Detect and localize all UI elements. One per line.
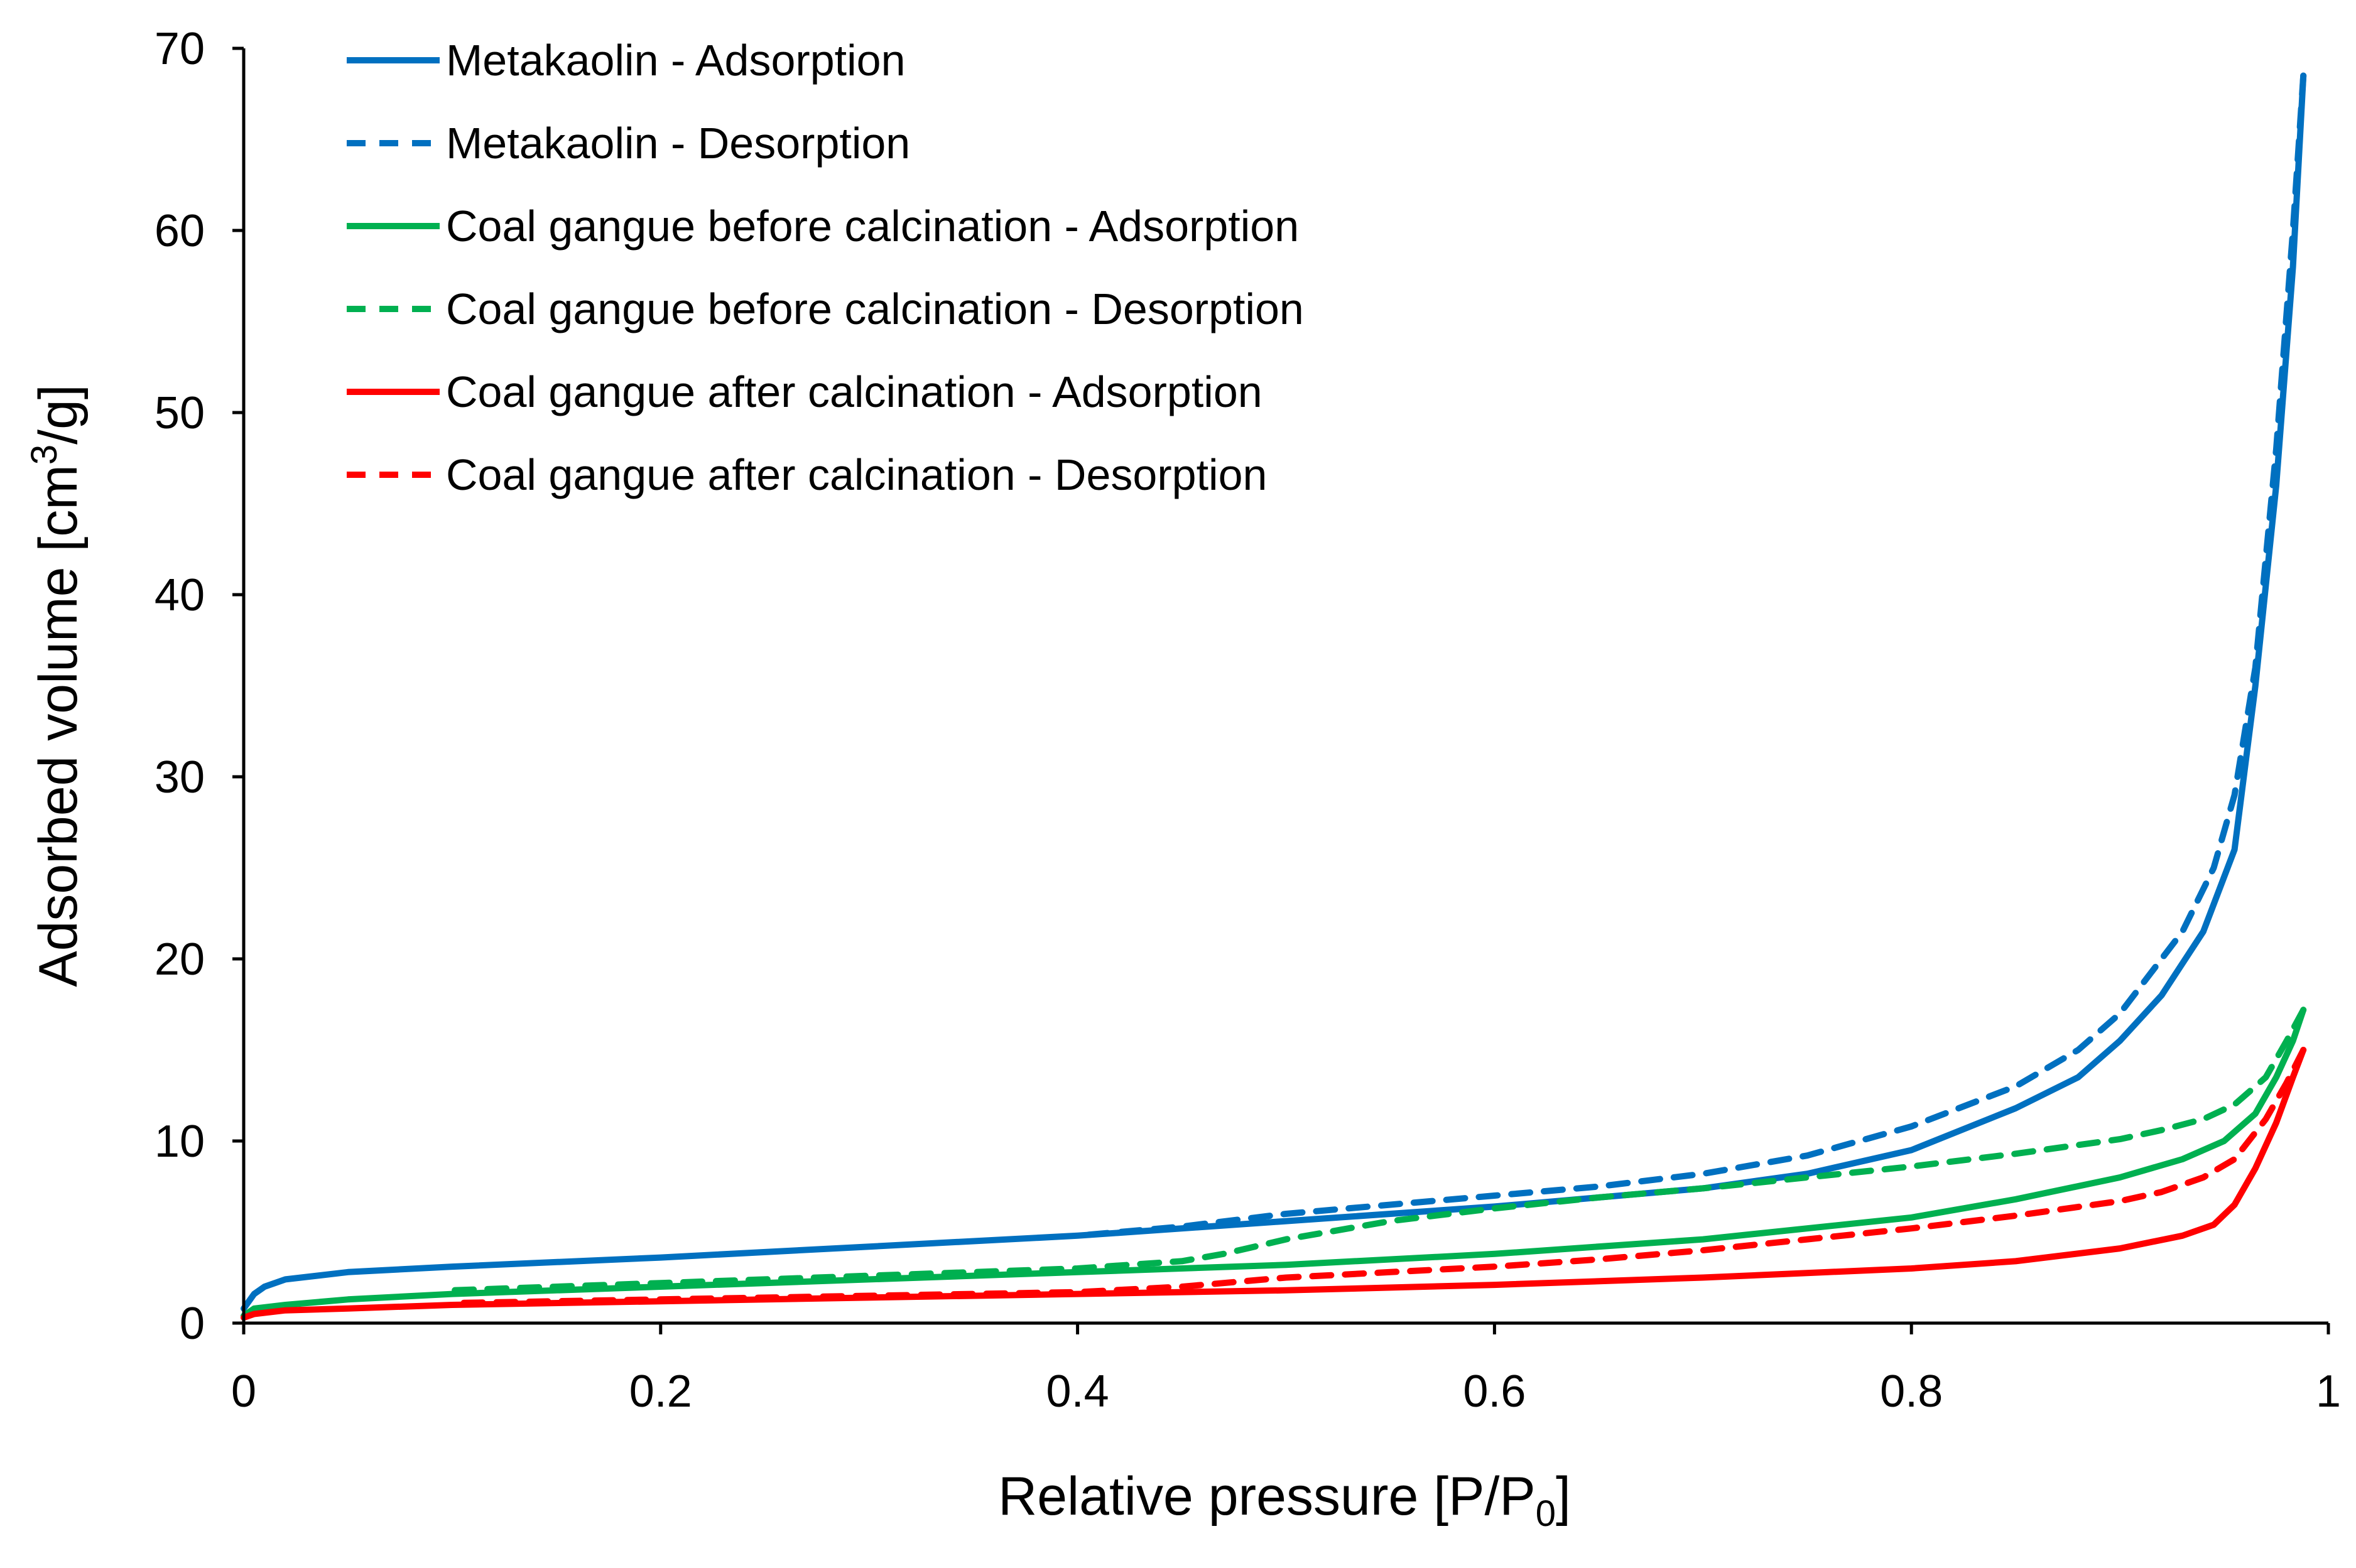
series-line-metakaolin-adsorption [241,72,2307,1312]
x-tick-label: 1 [2316,1366,2341,1417]
axes-layer: 0 10 20 30 40 50 60 70 0 0.2 0.4 0.6 0.8 1 [155,24,2341,1417]
y-tick-label: 40 [155,570,205,620]
series-line-coal-gangue-before-calcination-adsorption [241,1007,2307,1319]
series-line-metakaolin-desorption [1074,72,2307,1239]
legend-label-metakaolin-adsorption: Metakaolin - Adsorption [446,36,906,85]
y-tick-label: 30 [155,752,205,803]
y-tick-label: 20 [155,934,205,985]
y-axis-title: Adsorbed volume [cm3/g] [24,384,89,987]
series-layer [241,72,2307,1321]
series-line-coal-gangue-after-calcination-adsorption [241,1047,2307,1321]
series-line-coal-gangue-before-calcination-desorption [448,1007,2307,1294]
x-axis-title: Relative pressure [P/P0] [998,1466,1571,1534]
y-tick-label: 70 [155,24,205,74]
legend-label-coal-gangue-after-calcination-adsorption: Coal gangue after calcination - Adsorpti… [446,367,1262,416]
x-tick-label: 0.4 [1046,1366,1109,1417]
legend-label-coal-gangue-after-calcination-desorption: Coal gangue after calcination - Desorpti… [446,450,1267,499]
x-tick-label: 0 [231,1366,256,1417]
y-tick-label: 60 [155,206,205,256]
y-tick-label: 50 [155,388,205,438]
legend-label-coal-gangue-before-calcination-adsorption: Coal gangue before calcination - Adsorpt… [446,202,1299,251]
legend-label-metakaolin-desorption: Metakaolin - Desorption [446,119,910,168]
y-tick-label: 0 [180,1299,205,1349]
series-line-coal-gangue-after-calcination-desorption [448,1047,2307,1307]
y-ticks: 0 10 20 30 40 50 60 70 [155,24,244,1349]
x-tick-label: 0.8 [1880,1366,1943,1417]
x-ticks: 0 0.2 0.4 0.6 0.8 1 [231,1323,2341,1417]
legend: Metakaolin - Adsorption Metakaolin - Deso… [347,36,1304,499]
x-tick-label: 0.2 [629,1366,692,1417]
y-tick-label: 10 [155,1117,205,1167]
x-tick-label: 0.6 [1463,1366,1526,1417]
legend-label-coal-gangue-before-calcination-desorption: Coal gangue before calcination - Desorpt… [446,284,1304,333]
